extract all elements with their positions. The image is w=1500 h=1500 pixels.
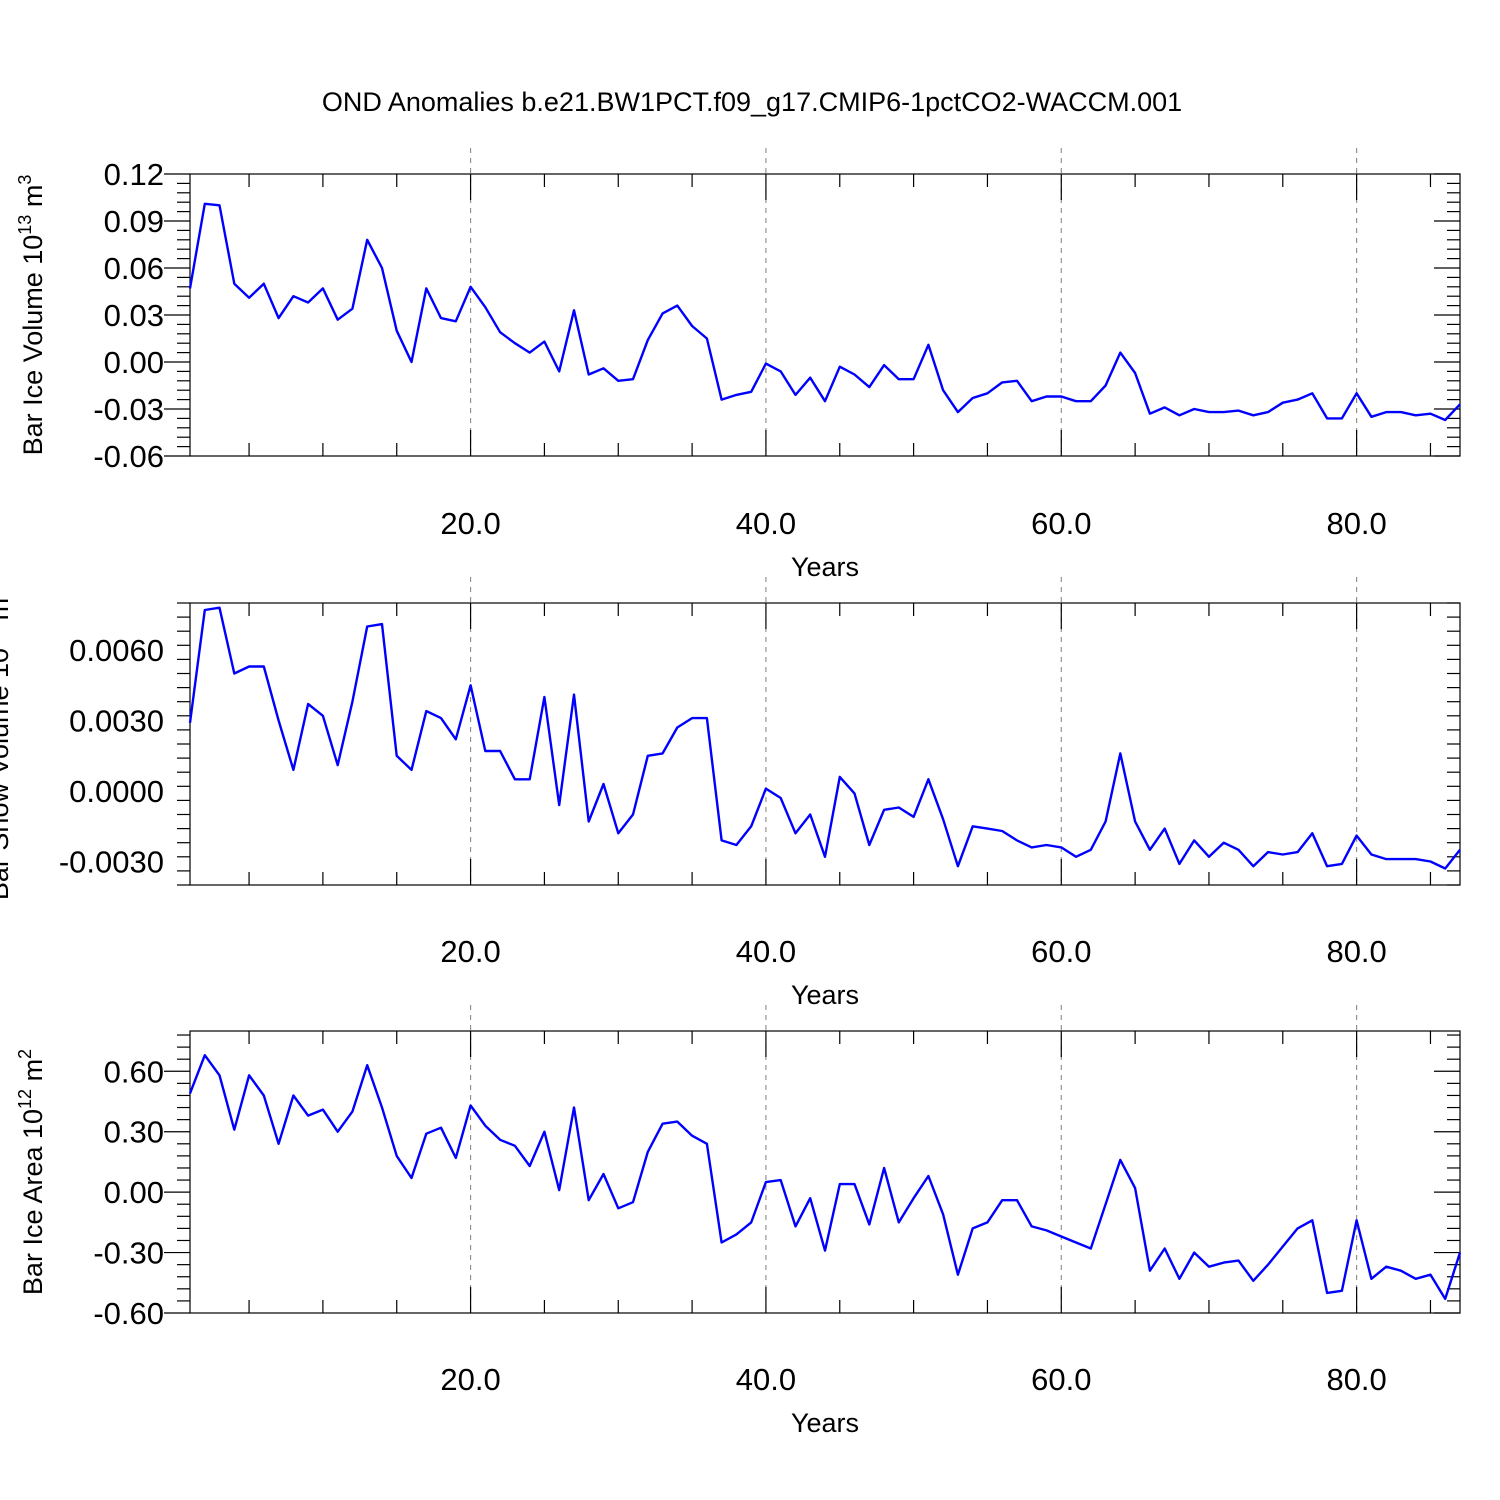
- series-line: [188, 606, 1461, 870]
- y-tick-label: 0.30: [104, 1115, 164, 1150]
- y-tick-label: 0.03: [104, 298, 164, 333]
- y-tick-label: 0.0060: [69, 633, 164, 668]
- x-tick-label: 40.0: [736, 934, 796, 969]
- panel-snow-volume: 20.0 40.0 60.0 80.0 0.0060 0.0030 0.0000 -0.003…: [0, 577, 1461, 1010]
- y-tick-label: 0.09: [104, 204, 164, 239]
- y-axis-label: Bar Snow Volume 1013 m3: [0, 588, 14, 900]
- y-axis-label-unit: m: [18, 185, 48, 215]
- figure-title: OND Anomalies b.e21.BW1PCT.f09_g17.CMIP6…: [322, 87, 1182, 117]
- y-tick-label: -0.0030: [59, 845, 164, 880]
- series-line: [188, 1053, 1462, 1301]
- x-axis-label: Years: [791, 1408, 859, 1438]
- x-axis-label: Years: [791, 980, 859, 1010]
- y-axis-label-unit-exponent: 3: [0, 588, 1, 598]
- x-tick-label: 20.0: [440, 506, 500, 541]
- x-axis-label: Years: [791, 552, 859, 582]
- plot-frame: [189, 173, 1461, 457]
- plot-frame: [189, 1030, 1461, 1314]
- y-axis-label-text: Bar Snow Volume 10: [0, 648, 14, 900]
- y-tick-label: -0.06: [93, 439, 164, 474]
- x-tick-label: 80.0: [1326, 934, 1386, 969]
- x-tick-label: 60.0: [1031, 934, 1091, 969]
- y-axis-label-unit: m: [0, 598, 14, 628]
- series-line: [188, 202, 1461, 422]
- panel-ice-area: 20.0 40.0 60.0 80.0 0.60 0.30 0.00 -0.30 -0.60 Ye…: [15, 1005, 1462, 1438]
- y-axis-label-unit: m: [18, 1059, 48, 1089]
- y-tick-label: 0.00: [104, 345, 164, 380]
- y-tick-label: 0.60: [104, 1054, 164, 1089]
- y-tick-label: 0.00: [104, 1175, 164, 1210]
- y-axis-label-exponent: 13: [0, 628, 1, 648]
- y-axis-label-text: Bar Ice Area 10: [18, 1109, 48, 1295]
- y-tick-label: 0.0030: [69, 704, 164, 739]
- x-tick-label: 20.0: [440, 934, 500, 969]
- x-tick-label: 20.0: [440, 1362, 500, 1397]
- y-tick-label: 0.0000: [69, 774, 164, 809]
- y-axis-label-unit-exponent: 2: [15, 1049, 35, 1059]
- x-tick-label: 40.0: [736, 506, 796, 541]
- x-tick-label: 80.0: [1326, 506, 1386, 541]
- x-tick-label: 40.0: [736, 1362, 796, 1397]
- x-tick-label: 60.0: [1031, 506, 1091, 541]
- y-tick-label: -0.03: [93, 392, 164, 427]
- y-tick-label: -0.30: [93, 1236, 164, 1271]
- y-axis-label-unit-exponent: 3: [15, 175, 35, 185]
- y-axis-label-exponent: 12: [15, 1089, 35, 1109]
- y-tick-label: 0.06: [104, 251, 164, 286]
- y-tick-label: -0.60: [93, 1296, 164, 1331]
- y-tick-label: 0.12: [104, 157, 164, 192]
- y-axis-label-exponent: 13: [15, 215, 35, 235]
- panel-ice-volume: 20.0 40.0 60.0 80.0 0.12 0.09 0.06 0.03 0.00 -0.0…: [15, 148, 1461, 582]
- y-axis-label: Bar Ice Area 1012 m2: [15, 1049, 48, 1295]
- y-axis-label-text: Bar Ice Volume 10: [18, 235, 48, 456]
- x-tick-label: 80.0: [1326, 1362, 1386, 1397]
- x-tick-label: 60.0: [1031, 1362, 1091, 1397]
- y-axis-label: Bar Ice Volume 1013 m3: [15, 175, 48, 456]
- plot-frame: [189, 602, 1461, 886]
